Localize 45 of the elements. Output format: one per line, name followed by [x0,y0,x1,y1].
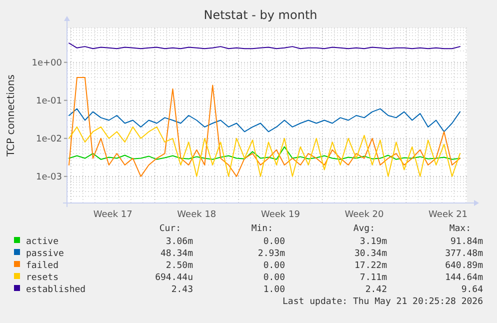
text: 377.48m [445,249,483,259]
x-tick-label: Week 20 [344,210,384,220]
x-tick-label: Week 21 [428,210,468,220]
text: 694.44u [155,273,193,283]
x-tick-label: Week 17 [93,210,132,220]
text: 640.89m [445,261,483,271]
line-series [68,146,461,160]
text: 1.00 [263,285,285,295]
legend-label: passive [26,249,64,259]
text: Cur: [159,224,181,234]
text: 2.50m [166,261,193,271]
text: 2.43 [171,285,193,295]
text: 0.00 [263,237,285,247]
text: 91.84m [450,237,483,247]
text: 2.93m [258,249,285,259]
legend-label: established [26,285,86,295]
text: Min: [251,224,273,234]
text: 17.22m [354,261,387,271]
text: 30.34m [354,249,387,259]
text: Last update: Thu May 21 20:25:28 2026 [282,297,483,307]
line-series [68,76,461,177]
y-tick-label: 1e-03 [36,172,62,183]
text: 7.11m [360,273,387,283]
text: 2.42 [365,285,387,295]
y-axis-title: TCP connections [6,74,17,158]
y-tick-label: 1e-01 [36,96,62,107]
text: 48.34m [160,249,193,259]
line-series [68,108,461,132]
text: 3.19m [360,237,387,247]
text: Avg: [353,224,375,234]
legend-label: failed [26,261,59,271]
text: 0.00 [263,261,285,271]
text: 0.00 [263,273,285,283]
chart-title: Netstat - by month [204,8,318,22]
text: 144.64m [445,273,483,283]
text: Max: [449,224,471,234]
text: 9.64 [461,285,483,295]
x-tick-label: Week 18 [177,210,216,220]
line-series [68,126,461,177]
x-tick-label: Week 19 [260,210,300,220]
legend-label: active [26,237,59,247]
text: 3.06m [166,237,193,247]
y-tick-label: 1e+00 [32,58,62,68]
y-tick-label: 1e-02 [36,134,62,145]
legend-label: resets [26,273,59,283]
